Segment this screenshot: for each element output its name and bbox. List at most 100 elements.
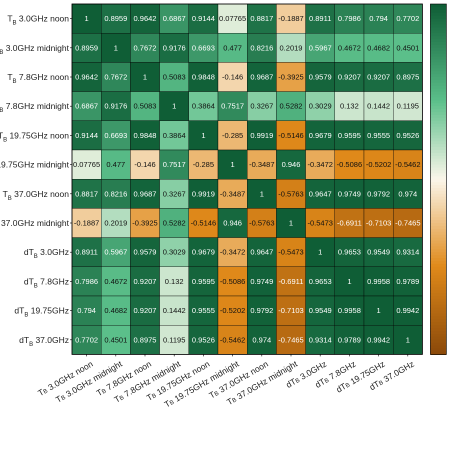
- colorbar-segment: [430, 345, 447, 350]
- cell-value-label: 0.6867: [163, 14, 186, 23]
- colorbar-segment: [430, 281, 447, 285]
- colorbar-segment: [430, 205, 447, 209]
- y-tick-label: TB 3.0GHz noon: [7, 14, 69, 27]
- colorbar-segment: [430, 249, 447, 253]
- colorbar-segment: [430, 193, 447, 198]
- colorbar-segment: [430, 231, 447, 236]
- heatmap-cell: [101, 325, 131, 355]
- heatmap-cell: [217, 3, 248, 34]
- heatmap-cell: [217, 33, 248, 63]
- heatmap-cell: [363, 33, 394, 63]
- colorbar-segment: [430, 336, 447, 341]
- cell-value-label: -0.3487: [249, 160, 274, 169]
- cell-value-label: 0.7986: [338, 14, 361, 23]
- heatmap-cell: [276, 295, 306, 326]
- cell-value-label: 0.9749: [338, 189, 361, 198]
- cell-value-label: 1: [85, 14, 89, 23]
- heatmap-cell: [276, 149, 306, 180]
- colorbar-segment: [430, 77, 447, 81]
- colorbar-segment: [430, 30, 447, 34]
- colorbar-segment: [430, 284, 447, 288]
- colorbar-segment: [430, 109, 447, 113]
- heatmap-cell: [101, 91, 131, 121]
- colorbar-segment: [430, 255, 447, 259]
- cell-value-label: 0.8911: [75, 248, 97, 257]
- cell-value-label: 0.3029: [163, 248, 186, 257]
- colorbar-segment: [430, 246, 447, 250]
- cell-value-label: 0.9176: [163, 43, 186, 52]
- cell-value-label: 0.9919: [192, 189, 215, 198]
- heatmap-cell: [305, 295, 335, 326]
- heatmap-cell: [101, 295, 131, 326]
- colorbar-segment: [430, 103, 447, 107]
- colorbar-segment: [430, 53, 447, 58]
- colorbar-segment: [430, 293, 447, 297]
- cell-value-label: 0.8975: [134, 335, 157, 344]
- cell-value-label: 0.8959: [75, 43, 98, 52]
- cell-value-label: 0.7986: [75, 277, 98, 286]
- colorbar-segment: [430, 290, 447, 294]
- heatmap-cell: [363, 62, 394, 92]
- colorbar-segment: [430, 278, 447, 282]
- cell-value-label: 0.9687: [134, 189, 157, 198]
- heatmap-cell: [71, 149, 102, 180]
- colorbar-segment: [430, 141, 447, 145]
- cell-value-label: 0.477: [223, 43, 242, 52]
- y-tick-label: TB 3.0GHz midnight: [0, 43, 70, 56]
- cell-value-label: 0.9848: [134, 131, 157, 140]
- cell-value-label: 0.2019: [280, 43, 303, 52]
- cell-value-label: 0.5967: [309, 43, 332, 52]
- colorbar-segment: [430, 15, 447, 20]
- heatmap-cell: [363, 208, 394, 238]
- colorbar-segment: [430, 50, 447, 55]
- colorbar-segment: [430, 94, 447, 99]
- colorbar-segment: [430, 33, 447, 37]
- cell-value-label: -0.3472: [307, 160, 332, 169]
- heatmap-cell: [363, 237, 394, 267]
- heatmap-cell: [217, 91, 248, 121]
- cell-value-label: 0.7702: [75, 335, 98, 344]
- colorbar-segment: [430, 325, 447, 329]
- heatmap-cell: [71, 33, 102, 63]
- heatmap-cell: [276, 208, 306, 238]
- cell-value-label: 0.9647: [309, 189, 332, 198]
- colorbar-segment: [430, 316, 447, 320]
- cell-value-label: -0.5146: [191, 218, 216, 227]
- heatmap-cell: [276, 266, 306, 297]
- colorbar-segment: [430, 135, 447, 139]
- colorbar-segment: [430, 164, 447, 169]
- colorbar-segment: [430, 237, 447, 242]
- colorbar-segment: [430, 170, 447, 174]
- heatmap-cell: [188, 179, 219, 209]
- heatmap-cell: [247, 237, 277, 267]
- heatmap-cell: [393, 295, 423, 326]
- colorbar-segment: [430, 266, 447, 271]
- cell-value-label: -0.5763: [249, 218, 274, 227]
- y-tick-label: TB 19.75GHz noon: [0, 130, 69, 143]
- heatmap-cell: [159, 237, 189, 267]
- heatmap-cell: [130, 237, 160, 267]
- heatmap-cell: [334, 91, 365, 121]
- y-tick-label: TB 19.75GHz midnight: [0, 160, 70, 173]
- cell-value-label: -0.5462: [220, 335, 245, 344]
- cell-value-label: -0.1887: [278, 14, 303, 23]
- heatmap-cell: [159, 33, 189, 63]
- heatmap-cell: [393, 237, 423, 267]
- colorbar-segment: [430, 79, 447, 84]
- heatmap-cell: [71, 237, 102, 267]
- cell-value-label: 0.1442: [367, 102, 390, 111]
- cell-value-label: 0.9314: [309, 335, 332, 344]
- cell-value-label: 0.9942: [396, 306, 419, 315]
- colorbar-segment: [430, 126, 447, 131]
- heatmap-cell: [71, 62, 102, 92]
- cell-value-label: 0.794: [369, 14, 388, 23]
- colorbar-segment: [430, 18, 447, 23]
- heatmap-cell: [159, 179, 189, 209]
- cell-value-label: -0.3925: [278, 72, 303, 81]
- heatmap-cell: [217, 325, 248, 355]
- heatmap-cell: [363, 179, 394, 209]
- cell-value-label: 0.477: [106, 160, 125, 169]
- cell-value-label: 0.4501: [396, 43, 419, 52]
- cell-value-label: 1: [406, 335, 410, 344]
- colorbar-segment: [430, 150, 447, 154]
